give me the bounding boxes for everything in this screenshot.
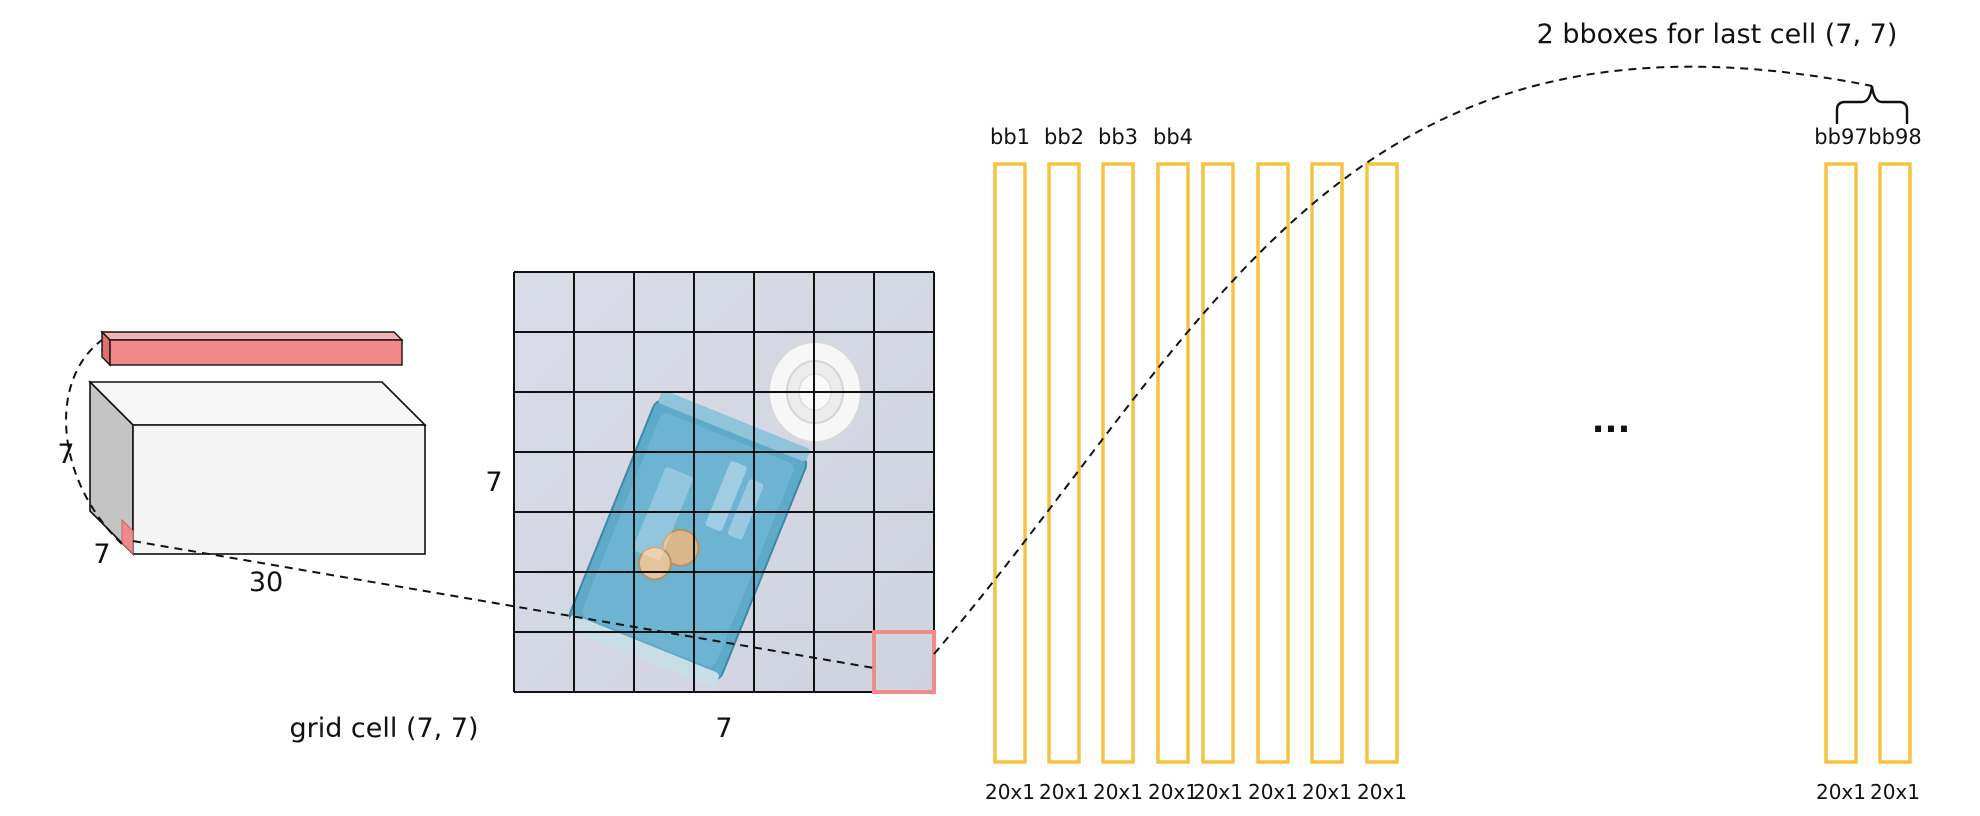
- bbox-shape-label: 20x1: [1148, 780, 1198, 804]
- cell-vector: [100, 330, 404, 367]
- grid-rows-label: 7: [485, 467, 502, 498]
- bbox-shape-label: 20x1: [1093, 780, 1143, 804]
- grid-cols-label: 7: [715, 713, 732, 744]
- vector-front-face: [109, 339, 403, 366]
- bbox-name-label: bb4: [1153, 125, 1193, 149]
- grid-highlight-cell: [872, 630, 936, 694]
- tensor-height-label: 7: [57, 439, 74, 470]
- grid-to-brace-connector: [933, 65, 1873, 655]
- bbox-shape-label: 20x1: [985, 780, 1035, 804]
- bbox-shape-label: 20x1: [1302, 780, 1352, 804]
- bbox-name-label: bb1: [990, 125, 1030, 149]
- bbox-vector-first-8: [1365, 162, 1399, 764]
- cuboid-top-face: [88, 381, 427, 426]
- snack-bag: [567, 390, 810, 688]
- bbox-shape-label: 20x1: [1357, 780, 1407, 804]
- bbox-vector-first-2: [1047, 162, 1081, 764]
- brace-caption: 2 bboxes for last cell (7, 7): [1537, 19, 1898, 50]
- bbox-vector-first-4: [1156, 162, 1190, 764]
- vector-connector: [65, 339, 123, 545]
- tensor-width-label: 7: [93, 539, 110, 570]
- bbox-name-label: bb3: [1098, 125, 1138, 149]
- bbox-name-label: bb98: [1868, 125, 1921, 149]
- bbox-vector-first-6: [1256, 162, 1290, 764]
- grid-lines: [513, 271, 935, 693]
- bbox-ellipsis: ...: [1592, 401, 1631, 441]
- last-cell-brace: [1835, 85, 1909, 124]
- bbox-name-label: bb97: [1814, 125, 1867, 149]
- vector-top-face: [100, 331, 404, 341]
- bbox-vector-first-7: [1310, 162, 1344, 764]
- bbox-shape-label: 20x1: [1039, 780, 1089, 804]
- output-tensor: [88, 380, 427, 556]
- cuboid-highlight-cell: [121, 518, 134, 556]
- cuboid-front-face: [132, 424, 426, 555]
- bbox-vector-last-2: [1878, 162, 1912, 764]
- bbox-vector-first-3: [1101, 162, 1135, 764]
- bbox-vector-first-5: [1201, 162, 1235, 764]
- bbox-shape-label: 20x1: [1248, 780, 1298, 804]
- grid-cell-caption: grid cell (7, 7): [289, 713, 478, 744]
- grid-image: [513, 271, 936, 694]
- bbox-shape-label: 20x1: [1816, 780, 1866, 804]
- bbox-name-label: bb2: [1044, 125, 1084, 149]
- bbox-shape-label: 20x1: [1193, 780, 1243, 804]
- bbox-vector-last-1: [1824, 162, 1858, 764]
- bbox-vector-first-1: [993, 162, 1027, 764]
- bbox-shape-label: 20x1: [1870, 780, 1920, 804]
- tensor-depth-label: 30: [249, 567, 283, 598]
